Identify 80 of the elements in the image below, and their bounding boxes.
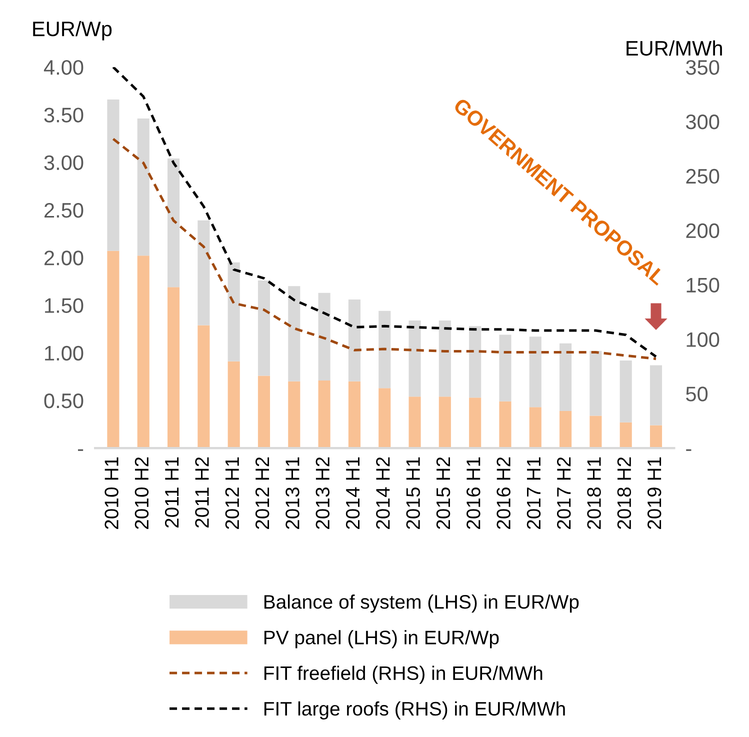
- bar: [590, 350, 602, 416]
- bar: [408, 320, 421, 397]
- x-tick-label: 2017 H2: [556, 457, 571, 529]
- bar: [107, 99, 120, 251]
- y-tick-label: 2.00: [44, 250, 84, 266]
- bar: [288, 381, 300, 448]
- bar: [560, 410, 572, 448]
- y-tick-label: 3.00: [44, 155, 84, 170]
- bar: [318, 292, 330, 380]
- bar: [167, 158, 180, 288]
- y-tick-label: 0.50: [44, 393, 84, 408]
- bar: [228, 361, 240, 448]
- x-tick-label: 2019 H1: [647, 457, 662, 529]
- y2-tick-label: 150: [686, 278, 720, 293]
- y2-tick-label: 100: [686, 332, 720, 347]
- x-tick-label: 2014 H2: [376, 457, 390, 529]
- y2-tick-label: 50: [686, 386, 708, 402]
- bar: [167, 287, 180, 448]
- y2-axis-title: EUR/MWh: [626, 40, 722, 56]
- legend-label: FIT freefield (RHS) in EUR/MWh: [264, 666, 542, 684]
- bar: [620, 422, 632, 448]
- y-axis-title: EUR/Wp: [33, 20, 112, 40]
- bar: [650, 425, 662, 448]
- y-tick-label: -: [78, 449, 84, 451]
- x-tick-label: 2016 H2: [496, 457, 510, 529]
- x-tick-label: 2015 H2: [436, 457, 450, 529]
- bar: [499, 334, 512, 402]
- bar: [348, 381, 360, 448]
- bar: [318, 380, 330, 448]
- bar: [228, 262, 240, 362]
- y-tick-label: 1.50: [45, 298, 84, 313]
- bar: [438, 320, 451, 397]
- bar: [348, 299, 360, 382]
- y2-tick-label: 200: [686, 223, 720, 238]
- y2-tick-label: -: [686, 449, 692, 451]
- bar: [288, 286, 300, 382]
- x-tick-label: 2018 H1: [587, 457, 601, 529]
- x-tick-label: 2013 H2: [316, 457, 330, 529]
- bar: [529, 407, 542, 448]
- bar: [107, 250, 120, 448]
- bar: [620, 360, 632, 422]
- x-tick-label: 2018 H2: [617, 457, 632, 529]
- x-tick-label: 2017 H1: [526, 457, 541, 529]
- bar: [137, 256, 150, 448]
- x-tick-label: 2016 H1: [466, 457, 480, 529]
- bar: [499, 401, 512, 448]
- x-tick-label: 2015 H1: [406, 457, 420, 529]
- bar: [590, 416, 602, 448]
- bar: [137, 118, 150, 256]
- x-tick-label: 2010 H2: [134, 457, 149, 529]
- bar: [560, 343, 572, 411]
- bar: [258, 280, 270, 376]
- bar: [469, 326, 482, 398]
- bar: [198, 220, 210, 326]
- y-tick-label: 1.00: [45, 346, 84, 361]
- x-tick-label: 2011 H2: [195, 457, 209, 528]
- bar: [378, 388, 391, 448]
- legend-label: FIT large roofs (RHS) in EUR/MWh: [264, 701, 565, 720]
- y-tick-label: 4.00: [44, 60, 84, 75]
- x-tick-label: 2010 H1: [104, 457, 118, 529]
- x-tick-label: 2012 H2: [255, 457, 270, 529]
- bar: [650, 365, 662, 426]
- bar: [408, 396, 421, 448]
- bar: [438, 396, 451, 448]
- bar: [529, 336, 542, 408]
- y2-tick-label: 250: [686, 168, 720, 184]
- bar: [258, 376, 270, 448]
- bar: [469, 398, 482, 448]
- x-tick-label: 2012 H1: [225, 457, 240, 529]
- bar: [378, 310, 391, 388]
- y2-tick-label: 350: [686, 60, 720, 75]
- x-tick-label: 2011 H1: [164, 457, 179, 528]
- x-tick-label: 2013 H1: [286, 457, 300, 529]
- y-tick-label: 3.50: [44, 108, 84, 122]
- bar: [198, 325, 210, 448]
- legend-label: Balance of system (LHS) in EUR/Wp: [264, 594, 579, 613]
- x-tick-label: 2014 H1: [346, 457, 360, 529]
- y-tick-label: 2.50: [44, 202, 84, 218]
- y2-tick-label: 300: [686, 114, 720, 130]
- legend-label: PV panel (LHS) in EUR/Wp: [264, 630, 499, 648]
